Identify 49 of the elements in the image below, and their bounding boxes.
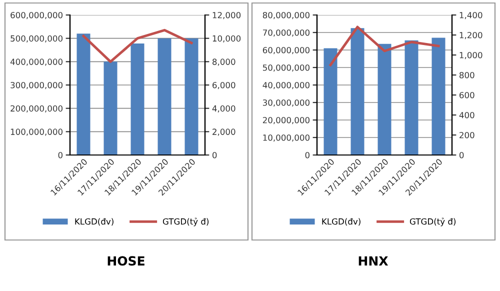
y2-tick-label: 10,000	[212, 35, 241, 42]
y2-tick-label: 8,000	[212, 58, 236, 66]
y-tick-label: 10,000,000	[263, 134, 310, 142]
y-tick-label: 30,000,000	[262, 99, 310, 107]
legend-label: KLGD(đv)	[322, 218, 360, 226]
legend-label: GTGD(tỷ đ)	[410, 218, 456, 226]
y-tick-label: 600,000,000	[10, 12, 62, 20]
bar	[404, 40, 418, 155]
bar	[324, 48, 338, 155]
y-tick-label: 500,000,000	[10, 35, 62, 42]
line-series	[329, 26, 440, 66]
legend-label: GTGD(tỷ đ)	[162, 218, 209, 226]
y-tick-label: 60,000,000	[262, 46, 310, 54]
y-tick-label: 400,000,000	[10, 58, 62, 66]
y2-tick-label: 800	[460, 72, 474, 78]
y-tick-label: 200,000,000	[10, 105, 62, 112]
y2-tick-label: 12,000	[212, 12, 241, 20]
y-tick-label: 20,000,000	[262, 116, 310, 124]
y2-tick-label: 400	[459, 112, 474, 118]
bar	[350, 28, 364, 155]
y2-tick-label: 1,000	[460, 52, 482, 60]
y2-tick-label: 200	[460, 132, 474, 138]
line-series	[82, 28, 193, 63]
y-tick-label: 70,000,000	[263, 29, 310, 37]
y-tick-label: 50,000,000	[262, 64, 310, 72]
y2-tick-label: 600	[460, 92, 474, 98]
y2-tick-label: 4,000	[212, 105, 236, 112]
y-tick-label: 0	[305, 152, 310, 158]
y-tick-label: 100,000,000	[10, 128, 62, 136]
y-tick-label: 0	[58, 152, 62, 158]
bar	[378, 44, 392, 155]
y2-tick-label: 0	[212, 152, 217, 158]
text: HNX	[358, 256, 388, 266]
bar	[432, 38, 446, 155]
y-tick-label: 300,000,000	[10, 82, 62, 90]
y-tick-label: 40,000,000	[262, 82, 310, 90]
y2-tick-label: 6,000	[212, 82, 236, 90]
bar	[104, 62, 118, 155]
bar	[184, 38, 198, 155]
y2-tick-label: 1,400	[460, 12, 482, 20]
legend-label: KLGD(đv)	[75, 218, 114, 226]
y2-tick-label: 0	[459, 152, 464, 158]
y2-tick-label: 1,200	[460, 32, 482, 40]
bar	[76, 34, 90, 155]
text: HOSE	[108, 256, 144, 266]
y-tick-label: 80,000,000	[262, 12, 310, 20]
bar	[130, 43, 144, 155]
y2-tick-label: 2,000	[212, 128, 236, 136]
bar	[158, 38, 172, 155]
